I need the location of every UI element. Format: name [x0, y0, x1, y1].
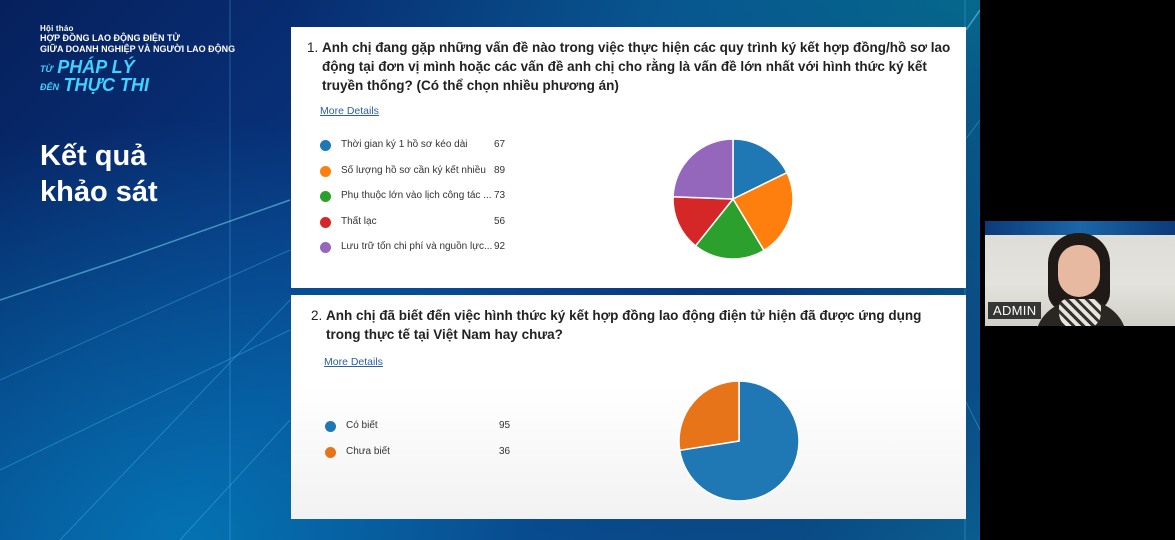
- legend-dot: [320, 216, 331, 228]
- legend-label: Lưu trữ tốn chi phí và nguồn lực...: [341, 241, 493, 252]
- legend-dot: [320, 242, 331, 253]
- question-2-number: 2.: [311, 308, 323, 323]
- legend-label: Số lượng hồ sơ cần ký kết nhiều: [341, 164, 486, 176]
- slogan-to: ĐẾN: [40, 81, 60, 92]
- legend-item: Lưu trữ tốn chi phí và nguồn lực... 92: [320, 240, 510, 266]
- legend-2: Có biết 95 Chưa biết 36: [325, 419, 525, 471]
- slogan-main2: THỰC THI: [63, 75, 150, 95]
- legend-label: Phụ thuộc lớn vào lịch công tác ...: [341, 190, 492, 201]
- legend-label: Thời gian ký 1 hồ sơ kéo dài: [341, 139, 468, 150]
- pie-chart-1: [672, 138, 794, 260]
- pie-slice[interactable]: [694, 197, 765, 260]
- participant-scarf: [1059, 299, 1101, 326]
- participant-face: [1058, 245, 1100, 297]
- legend-count: 67: [494, 139, 506, 150]
- pie-chart-2: [678, 380, 800, 502]
- slide-heading-line2: khảo sát: [40, 176, 158, 208]
- pie-slice[interactable]: [731, 171, 794, 252]
- slogan-from: TỪ: [40, 63, 53, 74]
- question-1-number: 1.: [307, 40, 319, 55]
- legend-count: 95: [499, 420, 511, 431]
- legend-count: 92: [494, 241, 506, 252]
- pie-slice[interactable]: [678, 380, 740, 452]
- legend-item: Số lượng hồ sơ cần ký kết nhiều 89: [320, 164, 510, 190]
- legend-label: Thất lạc: [341, 215, 377, 227]
- legend-item: Có biết 95: [325, 419, 525, 445]
- legend-dot: [325, 447, 336, 458]
- question-card-2: 2. Anh chị đã biết đến việc hình thức ký…: [291, 295, 966, 519]
- legend-count: 89: [494, 164, 506, 176]
- event-slogan: TỪ PHÁP LÝ ĐẾN THỰC THI: [40, 57, 235, 95]
- legend-label: Chưa biết: [346, 446, 390, 457]
- event-label: Hội thảo: [40, 24, 74, 33]
- slide-heading: Kết quả khảo sát: [40, 138, 158, 210]
- participant-name-tag: ADMIN: [988, 302, 1042, 319]
- participant-video-tile[interactable]: ADMIN: [985, 221, 1175, 326]
- question-card-1: 1. Anh chị đang gặp những vấn đề nào tro…: [291, 27, 966, 288]
- legend-item: Phụ thuộc lớn vào lịch công tác ... 73: [320, 189, 510, 215]
- legend-item: Chưa biết 36: [325, 445, 525, 471]
- question-1-text: 1. Anh chị đang gặp những vấn đề nào tro…: [307, 38, 957, 95]
- legend-dot: [320, 165, 331, 177]
- question-2-body: Anh chị đã biết đến việc hình thức ký kế…: [326, 308, 922, 342]
- legend-count: 56: [494, 215, 506, 227]
- slide-heading-line1: Kết quả: [40, 140, 147, 172]
- legend-1: Thời gian ký 1 hồ sơ kéo dài 67 Số lượng…: [320, 138, 510, 266]
- slogan-main1: PHÁP LÝ: [57, 57, 135, 77]
- legend-count: 73: [494, 190, 506, 201]
- more-details-link-2[interactable]: More Details: [324, 356, 383, 368]
- legend-item: Thời gian ký 1 hồ sơ kéo dài 67: [320, 138, 510, 164]
- event-title-line1: HỢP ĐỒNG LAO ĐỘNG ĐIỆN TỬ: [40, 33, 180, 43]
- legend-dot: [320, 191, 331, 202]
- legend-count: 36: [499, 446, 511, 457]
- pie-slice[interactable]: [672, 195, 735, 247]
- background-banner: [985, 221, 1175, 235]
- event-brand: Hội thảo HỢP ĐỒNG LAO ĐỘNG ĐIỆN TỬ GIỮA …: [40, 24, 235, 95]
- legend-dot: [320, 140, 331, 151]
- more-details-link-1[interactable]: More Details: [320, 105, 379, 117]
- question-2-text: 2. Anh chị đã biết đến việc hình thức ký…: [311, 306, 951, 344]
- legend-item: Thất lạc 56: [320, 215, 510, 241]
- pie-slice[interactable]: [732, 138, 788, 201]
- legend-label: Có biết: [346, 420, 378, 431]
- question-1-body: Anh chị đang gặp những vấn đề nào trong …: [322, 40, 951, 93]
- event-title-line2: GIỮA DOANH NGHIỆP VÀ NGƯỜI LAO ĐỘNG: [40, 44, 236, 54]
- legend-dot: [325, 421, 336, 432]
- pie-slice[interactable]: [672, 138, 734, 200]
